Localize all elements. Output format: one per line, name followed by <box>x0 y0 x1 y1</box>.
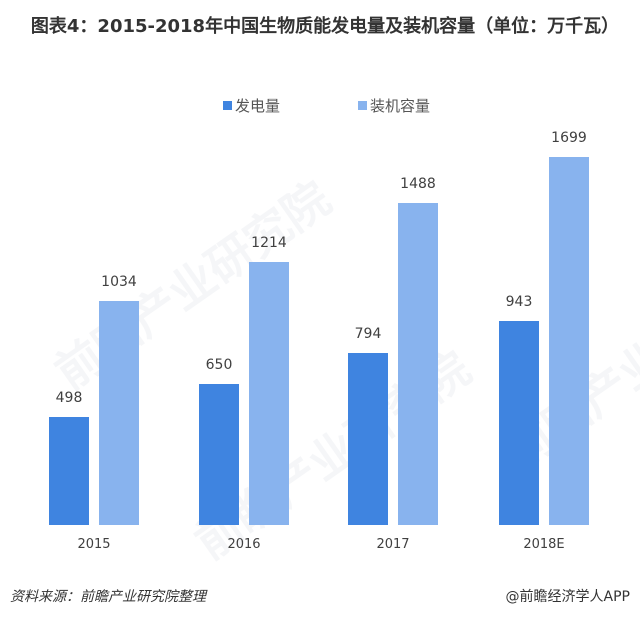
data-label: 943 <box>505 294 533 310</box>
x-tick-label: 2016 <box>227 537 261 552</box>
bar-installed-capacity-2016 <box>249 262 289 525</box>
legend-swatch-power-generation-icon <box>223 101 232 110</box>
bar-installed-capacity-2018E <box>549 157 589 525</box>
chart-title: 图表4：2015-2018年中国生物质能发电量及装机容量（单位：万千瓦） <box>30 16 620 37</box>
bar-installed-capacity-2017 <box>398 203 438 525</box>
data-label: 498 <box>55 390 83 406</box>
legend: 发电量 装机容量 <box>0 95 640 115</box>
legend-label: 发电量 <box>235 97 281 115</box>
x-tick-label: 2015 <box>77 537 111 552</box>
credit-note: @前瞻经济学人APP <box>505 589 630 605</box>
data-label: 1214 <box>251 235 287 251</box>
data-label: 650 <box>205 357 233 373</box>
legend-label: 装机容量 <box>370 97 431 115</box>
x-tick-label: 2018E <box>523 537 565 552</box>
bar-power-generation-2017 <box>348 353 388 525</box>
data-label: 1699 <box>551 130 587 146</box>
source-note: 资料来源：前瞻产业研究院整理 <box>10 589 206 605</box>
bar-power-generation-2015 <box>49 417 89 525</box>
data-label: 794 <box>354 326 382 342</box>
legend-swatch-installed-capacity-icon <box>358 101 367 110</box>
bar-installed-capacity-2015 <box>99 301 139 525</box>
data-label: 1034 <box>101 274 137 290</box>
plot-area: 498 1034 2015 650 1214 2016 794 1488 2017 943 1699… <box>49 130 589 552</box>
x-tick-label: 2017 <box>376 537 410 552</box>
bar-power-generation-2018E <box>499 321 539 525</box>
bar-power-generation-2016 <box>199 384 239 525</box>
legend-item-power-generation: 发电量 <box>223 95 280 116</box>
legend-item-installed-capacity: 装机容量 <box>358 95 430 116</box>
data-label: 1488 <box>400 176 436 192</box>
